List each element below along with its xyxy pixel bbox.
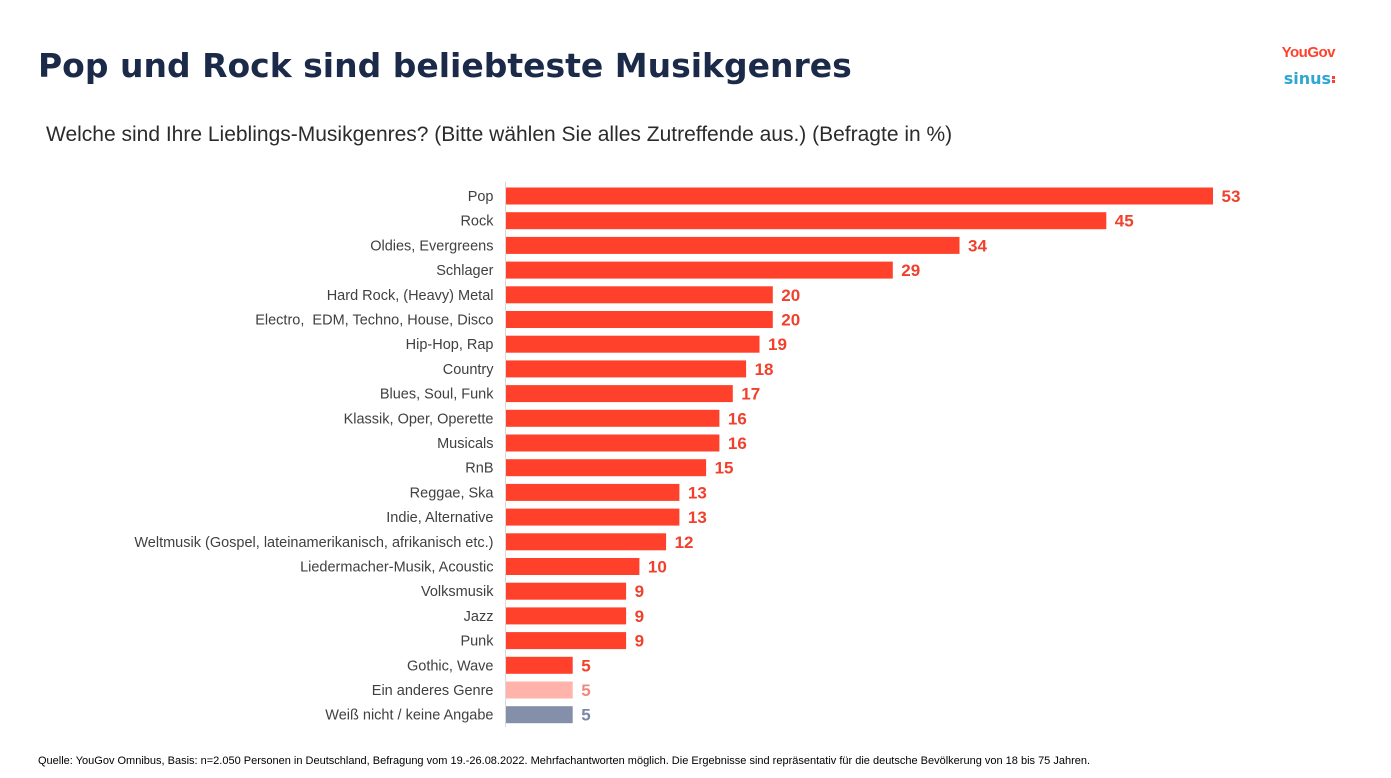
bar: [506, 261, 893, 279]
category-label: Blues, Soul, Funk: [380, 387, 494, 403]
bar: [506, 236, 960, 254]
bar: [506, 286, 773, 304]
value-label: 9: [635, 582, 644, 601]
brand-logos: YouGov sinus: [1281, 44, 1336, 90]
value-label: 20: [781, 311, 800, 330]
bar: [506, 582, 627, 600]
value-label: 13: [688, 483, 707, 502]
category-label: Musicals: [437, 436, 493, 452]
category-label: Hard Rock, (Heavy) Metal: [327, 288, 494, 304]
bar: [506, 360, 747, 378]
bar: [506, 483, 680, 501]
bar: [506, 681, 573, 699]
page-title: Pop und Rock sind beliebteste Musikgenre…: [38, 46, 852, 85]
source-note: Quelle: YouGov Omnibus, Basis: n=2.050 P…: [38, 755, 1091, 767]
category-label: Reggae, Ska: [410, 485, 495, 501]
category-label: Indie, Alternative: [386, 510, 493, 526]
category-label: Oldies, Evergreens: [370, 238, 493, 254]
category-label: Liedermacher-Musik, Acoustic: [300, 560, 493, 576]
category-label: Country: [443, 362, 495, 378]
value-label: 5: [581, 706, 590, 725]
value-label: 5: [581, 681, 590, 700]
category-label: Rock: [460, 214, 494, 230]
value-label: 29: [901, 261, 920, 280]
sinus-dots-icon: [1332, 75, 1335, 84]
bar: [506, 656, 573, 674]
bar: [506, 187, 1213, 205]
yougov-logo: YouGov: [1281, 44, 1336, 61]
value-label: 45: [1115, 212, 1134, 231]
bar: [506, 459, 707, 477]
value-label: 34: [968, 236, 987, 255]
category-label: Pop: [468, 189, 494, 205]
bar: [506, 311, 773, 328]
bar: [506, 533, 667, 551]
bar: [506, 335, 760, 353]
bar: [506, 706, 573, 724]
value-label: 15: [715, 459, 734, 478]
value-label: 20: [781, 286, 800, 305]
category-label: Hip-Hop, Rap: [406, 337, 494, 353]
category-label: RnB: [465, 461, 493, 477]
bars-group: Pop 53 Rock 45 Oldies, Evergreens 34 Schlager 2…: [134, 187, 1240, 725]
sinus-logo-text: sinus: [1283, 69, 1331, 88]
category-label: Klassik, Oper, Operette: [344, 411, 494, 427]
category-label: Jazz: [464, 609, 494, 625]
category-label: Volksmusik: [421, 584, 494, 600]
value-label: 12: [675, 533, 694, 552]
chart-subtitle: Welche sind Ihre Lieblings-Musikgenres? …: [46, 123, 953, 146]
bar: [506, 607, 627, 625]
category-label: Weltmusik (Gospel, lateinamerikanisch, a…: [134, 535, 493, 551]
value-label: 16: [728, 434, 747, 453]
value-label: 19: [768, 335, 787, 354]
sinus-logo: sinus: [1282, 68, 1335, 90]
value-label: 13: [688, 508, 707, 527]
category-label: Ein anderes Genre: [372, 683, 494, 699]
category-label: Gothic, Wave: [407, 658, 494, 674]
value-label: 18: [755, 360, 774, 379]
bar: [506, 385, 733, 403]
value-label: 16: [728, 409, 747, 428]
bar: [506, 212, 1107, 230]
bar: [506, 632, 627, 650]
category-label: Weiß nicht / keine Angabe: [325, 708, 493, 724]
value-label: 17: [741, 385, 760, 404]
value-label: 9: [635, 632, 644, 651]
value-label: 10: [648, 558, 667, 577]
category-label: Schlager: [436, 263, 493, 279]
bar: [506, 409, 720, 427]
value-label: 9: [635, 607, 644, 626]
value-label: 53: [1222, 187, 1241, 206]
bar: [506, 434, 720, 452]
bar: [506, 558, 640, 575]
category-label: Punk: [460, 634, 494, 650]
category-label: Electro, EDM, Techno, House, Disco: [255, 313, 493, 329]
bar: [506, 508, 680, 526]
value-label: 5: [581, 656, 590, 675]
